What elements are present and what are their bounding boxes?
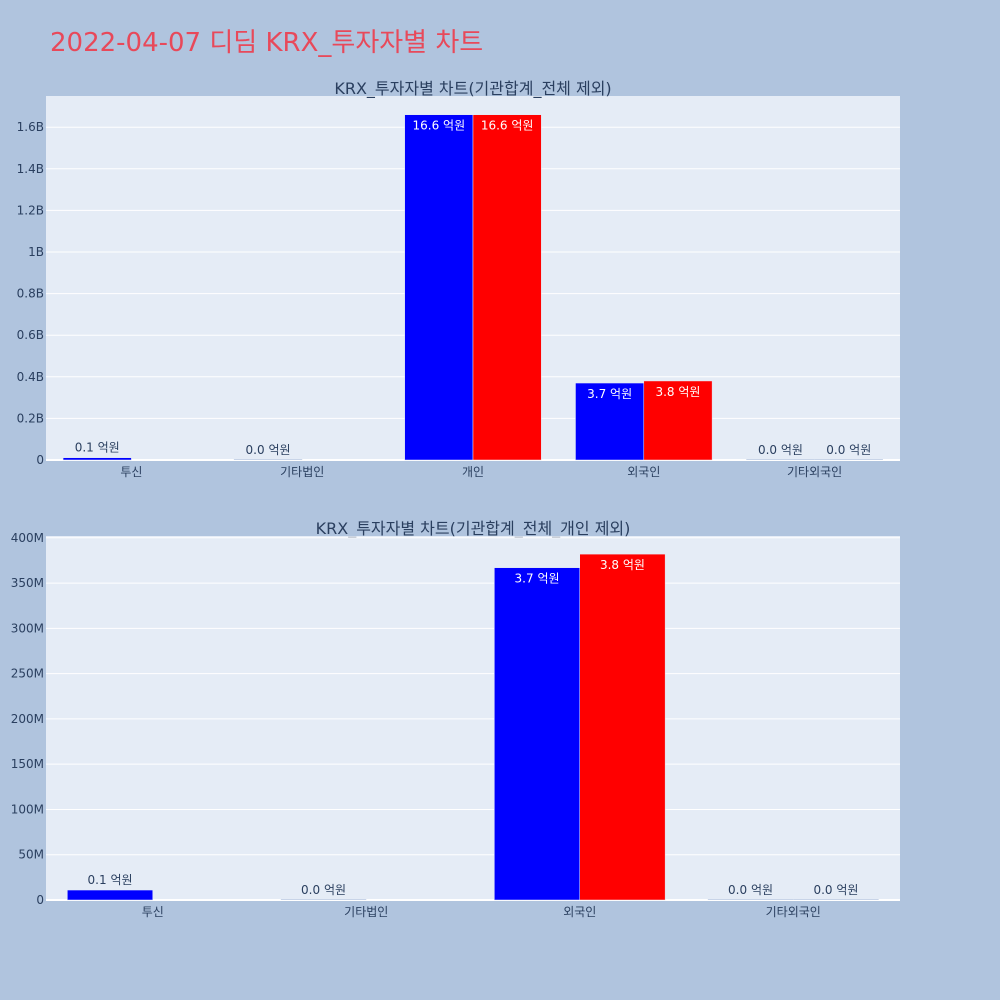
y-tick-label: 400M (11, 531, 44, 545)
bar (233, 459, 303, 460)
bar (707, 899, 794, 900)
y-tick-label: 0.2B (17, 411, 44, 425)
y-tick-label: 1.6B (17, 120, 44, 134)
y-tick-label: 50M (18, 848, 44, 862)
y-tick-label: 0.8B (17, 287, 44, 301)
bar (62, 457, 132, 461)
bar (404, 114, 474, 461)
x-tick-label: 기타외국인 (787, 465, 842, 479)
bar-label: 0.0 억원 (758, 443, 803, 457)
bar (494, 567, 581, 901)
bar-label: 0.0 억원 (246, 443, 291, 457)
y-tick-label: 1B (28, 245, 44, 259)
bar-label: 3.8 억원 (655, 385, 700, 399)
bar (67, 889, 153, 901)
y-tick-label: 200M (11, 712, 44, 726)
y-tick-label: 350M (11, 576, 44, 590)
bar-label: 0.1 억원 (88, 873, 133, 887)
x-tick-label: 외국인 (563, 905, 596, 919)
bar-label: 0.1 억원 (75, 441, 120, 455)
y-tick-label: 1.4B (17, 162, 44, 176)
x-tick-label: 기타법인 (344, 905, 388, 919)
bar (579, 553, 666, 901)
bar (280, 899, 367, 900)
x-tick-label: 개인 (462, 465, 484, 479)
bar-label: 0.0 억원 (826, 443, 871, 457)
bar (643, 380, 713, 461)
bar-label: 0.0 억원 (728, 883, 773, 897)
y-tick-label: 0.4B (17, 370, 44, 384)
bar-label: 16.6 억원 (413, 119, 466, 133)
bar-label: 3.7 억원 (587, 387, 632, 401)
bar-label: 3.7 억원 (515, 572, 560, 586)
bar (814, 459, 883, 460)
y-tick-label: 0 (36, 453, 44, 467)
bar-label: 0.0 억원 (813, 883, 858, 897)
bar (575, 382, 645, 461)
bar-label: 0.0 억원 (301, 883, 346, 897)
x-tick-label: 기타법인 (280, 465, 324, 479)
chart-2: KRX_투자자별 차트(기관합계_전체_개인 제외) 0 50M 100M 150M 20… (11, 519, 900, 919)
y-tick-label: 150M (11, 757, 44, 771)
y-tick-label: 0.6B (17, 328, 44, 342)
chart-title: KRX_투자자별 차트(기관합계_전체 제외) (334, 79, 611, 99)
y-tick-label: 250M (11, 667, 44, 681)
bar-label: 3.8 억원 (600, 558, 645, 572)
page-title: 2022-04-07 디딤 KRX_투자자별 차트 (50, 28, 484, 58)
x-tick-label: 투신 (120, 465, 142, 479)
x-tick-label: 투신 (142, 905, 164, 919)
bar (746, 459, 815, 460)
x-tick-label: 외국인 (627, 465, 660, 479)
y-tick-label: 1.2B (17, 203, 44, 217)
bar-label: 16.6 억원 (481, 119, 534, 133)
bar (793, 899, 879, 900)
y-tick-label: 300M (11, 621, 44, 635)
y-tick-label: 100M (11, 802, 44, 816)
chart-title: KRX_투자자별 차트(기관합계_전체_개인 제외) (316, 519, 631, 539)
chart-1: KRX_투자자별 차트(기관합계_전체 제외) 0 0.2B 0.4B 0.6B 0.8B… (17, 79, 900, 479)
x-tick-label: 기타외국인 (766, 905, 821, 919)
y-tick-label: 0 (36, 893, 44, 907)
plot-area (46, 536, 900, 900)
bar (472, 114, 542, 461)
